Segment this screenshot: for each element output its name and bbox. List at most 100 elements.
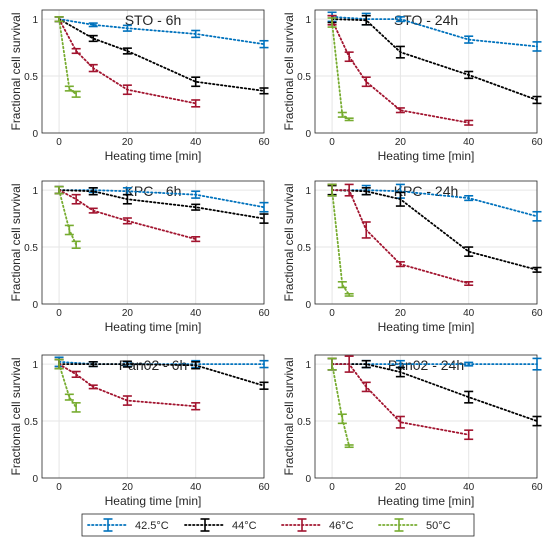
panel-kpc-6h: 0 20 40 60 0 0.5 1 Heating time [min] Fractional… [9,180,270,334]
x-tick-label: 60 [258,308,270,319]
error-bar [464,280,474,287]
x-tick-label: 0 [56,482,62,493]
error-bar [71,370,81,379]
error-bar [464,246,474,257]
error-bar [54,185,64,195]
error-bar [88,63,98,73]
x-tick-label: 0 [56,308,62,319]
error-bar [71,402,81,413]
series-line [331,189,351,296]
x-tick-label: 40 [463,308,475,319]
axes-frame [314,9,538,134]
x-tick-label: 20 [122,308,134,319]
error-bar [464,429,474,441]
error-bar [337,280,347,289]
x-tick-label: 0 [329,482,335,493]
y-tick-label: 0.5 [24,72,38,83]
panel-title: Pan02 - 24h [388,357,464,373]
legend: 42.5°C 44°C 46°C 50°C [81,513,475,537]
error-bar [88,384,98,390]
error-bar [344,183,354,197]
series-line [58,18,78,96]
panel-sto-6h: 0 20 40 60 0 0.5 1 Heating time [min] Fractional… [9,9,270,163]
x-axis-label: Heating time [min] [378,149,475,163]
error-bar [532,357,542,371]
panel-sto-24h: 0 20 40 60 0 0.5 1 Heating time [min] Fractional… [282,9,543,163]
series-line [58,18,265,92]
error-bar [532,210,542,222]
x-tick-label: 20 [395,137,407,148]
error-bar [344,355,354,373]
error-bar [532,415,542,427]
x-tick-label: 40 [190,137,202,148]
panel-kpc-24h: 0 20 40 60 0 0.5 1 Heating time [min] Fractional… [282,180,543,334]
error-bar [395,45,405,59]
error-bar [191,190,201,199]
error-bar [122,217,132,225]
x-tick-label: 40 [190,482,202,493]
error-bar [191,99,201,108]
error-bar [395,191,405,207]
error-bar [191,402,201,411]
error-bar [361,221,371,239]
error-bar [122,24,132,32]
y-axis-label: Fractional cell survival [282,183,296,301]
error-bar [464,390,474,404]
series-50C [327,17,354,122]
x-tick-label: 0 [329,137,335,148]
y-tick-label: 1 [32,186,38,197]
panel-pan02-6h: 0 20 40 60 0 0.5 1 Heating time [min] Fractional… [9,354,270,508]
series-46C [327,14,474,126]
legend-entry: 46°C [281,518,354,532]
y-axis-label: Fractional cell survival [282,12,296,130]
x-axis-label: Heating time [min] [105,149,202,163]
y-tick-label: 0 [32,474,38,485]
series-line [331,19,470,124]
x-axis-label: Heating time [min] [105,494,202,508]
error-bar [464,195,474,202]
series-44C [54,16,269,95]
y-axis-label: Fractional cell survival [282,357,296,475]
error-bar [361,187,371,196]
series-50C [54,358,81,413]
error-bar [337,413,347,425]
error-bar [259,381,269,390]
error-bar [259,201,269,213]
series-line [331,18,538,101]
error-bar [327,183,337,197]
error-bar [71,193,81,205]
y-tick-label: 0.5 [297,417,311,428]
series-line [331,363,351,448]
error-bar [464,361,474,367]
legend-label: 46°C [329,520,354,532]
error-bar [327,357,337,371]
axes-frame [41,9,265,134]
y-tick-label: 0.5 [24,243,38,254]
legend-entry: 44°C [184,518,257,532]
series-46C [54,358,201,411]
legend-entry: 50°C [378,518,451,532]
x-axis-label: Heating time [min] [378,494,475,508]
error-bar [54,16,64,23]
series-line [331,189,538,271]
x-tick-label: 20 [395,308,407,319]
y-tick-label: 0.5 [297,72,311,83]
error-bar [122,193,132,205]
error-bar [88,187,98,196]
error-bar [532,41,542,52]
error-bar [361,381,371,393]
x-tick-label: 60 [258,482,270,493]
error-bar [395,261,405,268]
y-tick-label: 1 [305,360,311,371]
x-tick-label: 60 [531,137,543,148]
error-bar [464,70,474,80]
panel-title: KPC - 6h [125,183,182,199]
series-44C [327,14,542,105]
x-axis-label: Heating time [min] [378,320,475,334]
axes-frame [314,180,538,305]
axes-frame [314,354,538,479]
x-tick-label: 20 [122,482,134,493]
error-bar [259,39,269,49]
legend-label: 44°C [232,520,257,532]
x-tick-label: 20 [395,482,407,493]
